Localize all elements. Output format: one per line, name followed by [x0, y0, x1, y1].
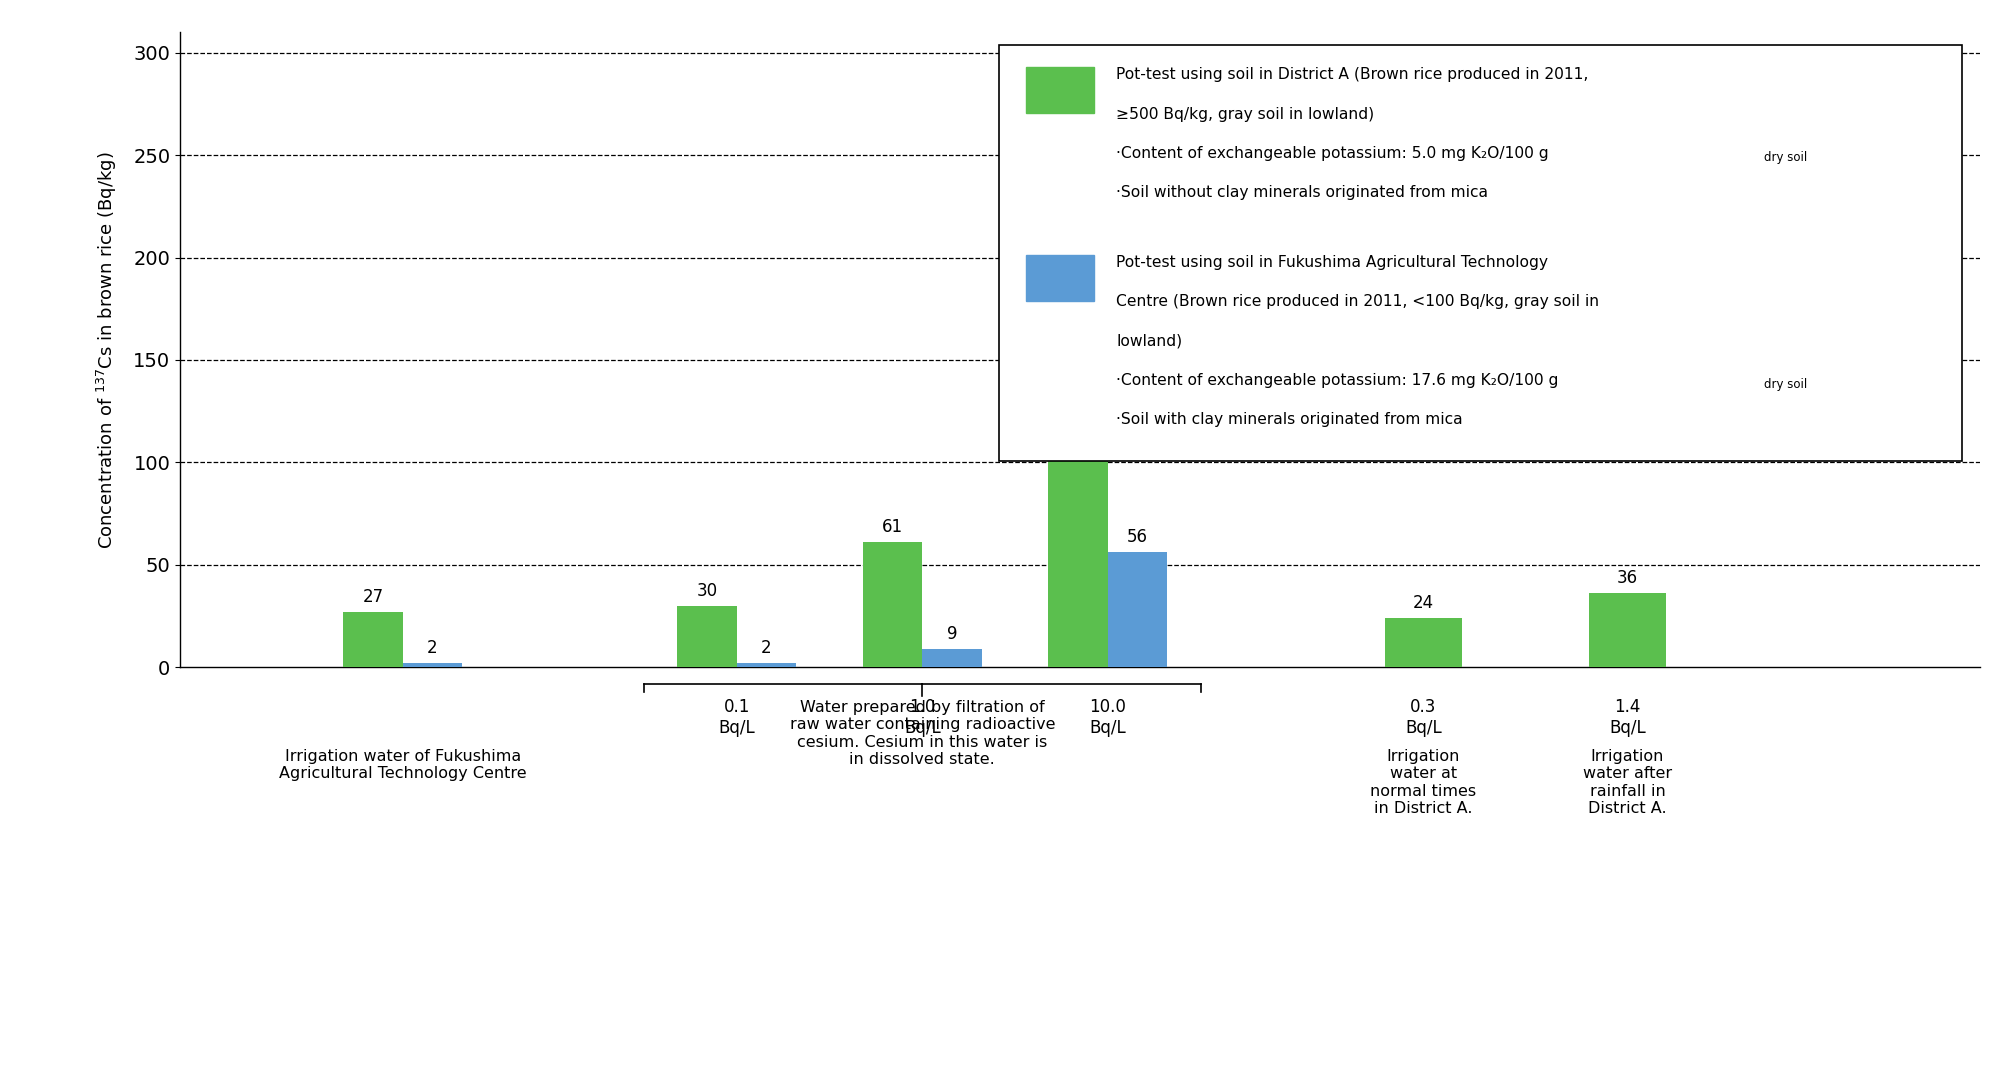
Bar — [922, 649, 982, 667]
Text: 30: 30 — [696, 581, 718, 599]
Text: Water prepared by filtration of
raw water containing radioactive
cesium. Cesium : Water prepared by filtration of raw wate… — [790, 699, 1056, 767]
Text: dry soil: dry soil — [1764, 378, 1808, 392]
Bar — [1108, 552, 1168, 667]
Text: Pot-test using soil in District A (Brown rice produced in 2011,: Pot-test using soil in District A (Brown… — [1116, 67, 1588, 82]
Bar — [1588, 593, 1666, 667]
Text: 1.4
Bq/L: 1.4 Bq/L — [1610, 698, 1646, 737]
Text: 61: 61 — [882, 518, 904, 536]
Text: 36: 36 — [1616, 569, 1638, 587]
Text: 1.0
Bq/L: 1.0 Bq/L — [904, 698, 940, 737]
Text: Centre (Brown rice produced in 2011, <100 Bq/kg, gray soil in: Centre (Brown rice produced in 2011, <10… — [1116, 295, 1600, 310]
Text: Irrigation water of Fukushima
Agricultural Technology Centre: Irrigation water of Fukushima Agricultur… — [278, 749, 526, 781]
Text: Pot-test using soil in Fukushima Agricultural Technology: Pot-test using soil in Fukushima Agricul… — [1116, 255, 1548, 270]
Text: 24: 24 — [1412, 594, 1434, 612]
Text: Irrigation
water after
rainfall in
District A.: Irrigation water after rainfall in Distr… — [1582, 749, 1672, 817]
Bar — [1384, 618, 1462, 667]
Bar — [344, 612, 402, 667]
Text: dry soil: dry soil — [1764, 151, 1808, 164]
Text: ·Content of exchangeable potassium: 5.0 mg K₂O/100 g: ·Content of exchangeable potassium: 5.0 … — [1116, 146, 1548, 161]
Text: ·Soil with clay minerals originated from mica: ·Soil with clay minerals originated from… — [1116, 412, 1462, 427]
Bar — [678, 606, 736, 667]
Text: ≥500 Bq/kg, gray soil in lowland): ≥500 Bq/kg, gray soil in lowland) — [1116, 107, 1374, 122]
Text: 27: 27 — [362, 587, 384, 606]
Bar — [1026, 255, 1094, 300]
Bar — [736, 663, 796, 667]
Text: 9: 9 — [946, 624, 958, 642]
Bar — [1048, 73, 1108, 667]
Text: 2: 2 — [762, 639, 772, 656]
Text: 290: 290 — [1062, 49, 1094, 67]
Y-axis label: Concentration of $^{137}$Cs in brown rice (Bq/kg): Concentration of $^{137}$Cs in brown ric… — [96, 151, 120, 549]
Text: 10.0
Bq/L: 10.0 Bq/L — [1090, 698, 1126, 737]
FancyBboxPatch shape — [1000, 45, 1962, 461]
Text: 0.1
Bq/L: 0.1 Bq/L — [718, 698, 756, 737]
Text: ·Soil without clay minerals originated from mica: ·Soil without clay minerals originated f… — [1116, 185, 1488, 200]
Text: 56: 56 — [1128, 528, 1148, 547]
Text: Irrigation
water at
normal times
in District A.: Irrigation water at normal times in Dist… — [1370, 749, 1476, 817]
Text: 2: 2 — [428, 639, 438, 656]
Text: ·Content of exchangeable potassium: 17.6 mg K₂O/100 g: ·Content of exchangeable potassium: 17.6… — [1116, 373, 1558, 388]
Text: lowland): lowland) — [1116, 334, 1182, 349]
Bar — [862, 542, 922, 667]
Bar — [1026, 67, 1094, 113]
Bar — [402, 663, 462, 667]
Text: 0.3
Bq/L: 0.3 Bq/L — [1404, 698, 1442, 737]
